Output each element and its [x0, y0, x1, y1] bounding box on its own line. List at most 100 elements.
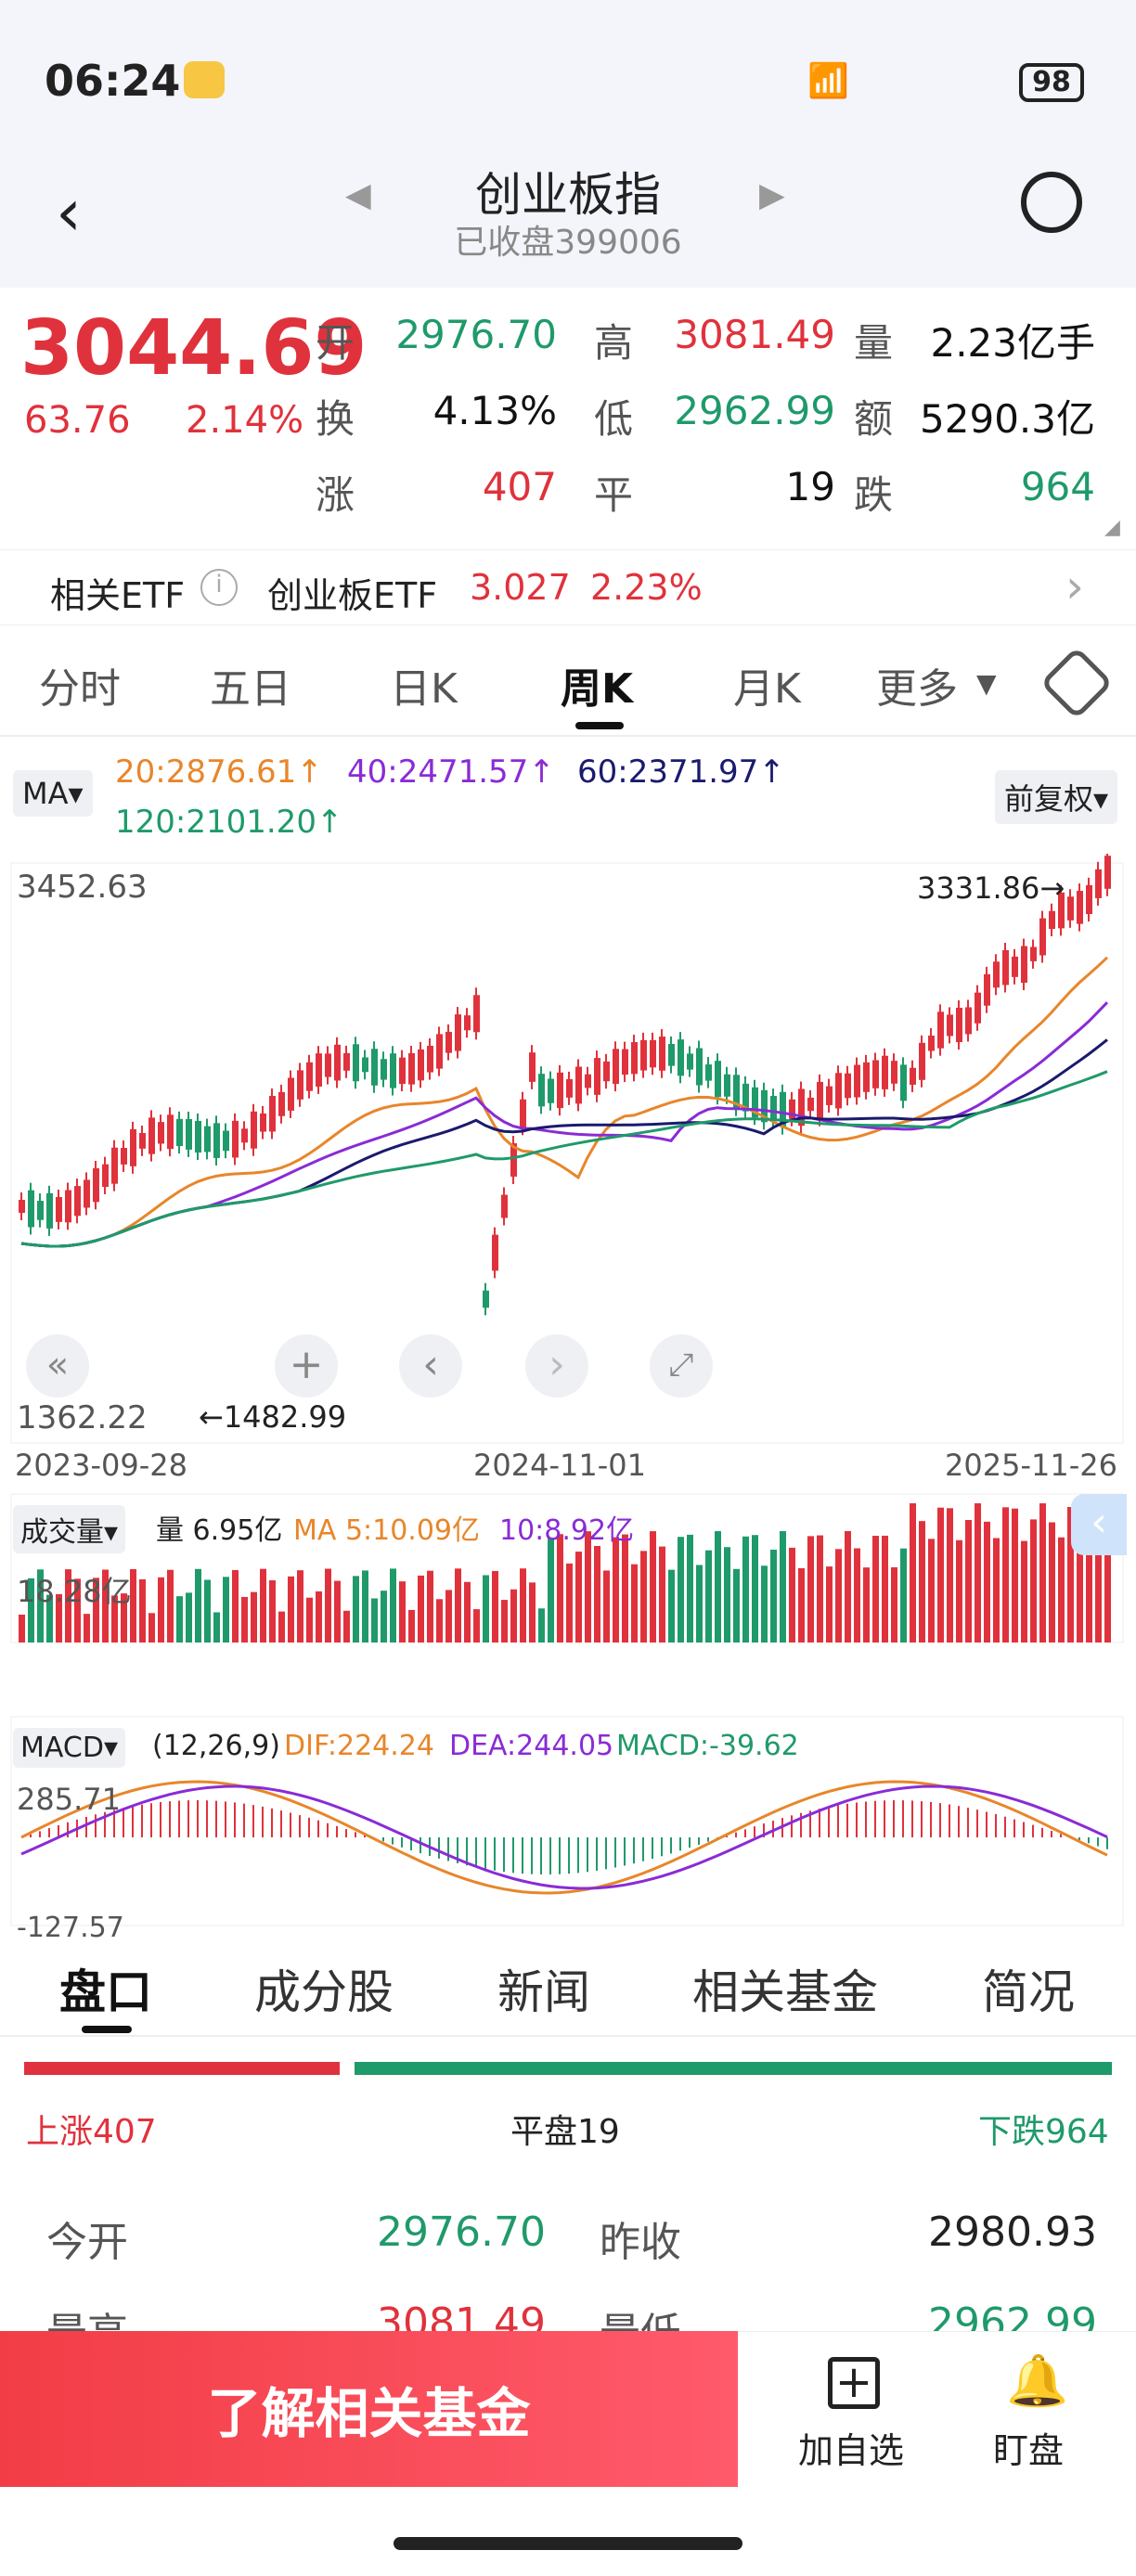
settings-icon[interactable]: [1039, 646, 1114, 720]
volume-bar: [705, 1550, 712, 1642]
macd-ymin: -127.57: [17, 1912, 124, 1944]
volume-bar: [863, 1567, 870, 1642]
kline-low-label: ←1482.99: [199, 1399, 347, 1435]
fullscreen-icon[interactable]: ⤢: [650, 1334, 713, 1397]
volume-bar: [445, 1590, 452, 1642]
back-icon[interactable]: ‹: [56, 174, 82, 251]
tab-monthly[interactable]: 月K: [733, 665, 801, 713]
date-mid: 2024-11-01: [473, 1448, 646, 1483]
candle: [761, 1089, 768, 1123]
candle: [659, 1037, 665, 1071]
volume-bar: [566, 1563, 573, 1642]
search-icon[interactable]: [1021, 172, 1082, 233]
volume-bar: [19, 1615, 25, 1642]
detail-tabs: 盘口 成分股 新闻 相关基金 简况: [0, 1935, 1136, 2037]
status-bar: 06:24 📶 98: [0, 0, 1136, 148]
volume-bar: [622, 1534, 628, 1642]
candle: [102, 1164, 109, 1187]
chart-area[interactable]: [0, 854, 1136, 1935]
volume-bar: [306, 1597, 313, 1642]
tab-news[interactable]: 新闻: [497, 1965, 590, 2019]
volume-bar: [845, 1531, 851, 1642]
etf-bar[interactable]: 相关ETF i 创业板ETF 3.027 2.23% ›: [0, 549, 1136, 625]
tab-intraday[interactable]: 分时: [39, 665, 121, 713]
page-subtitle: 已收盘399006: [454, 224, 682, 262]
candle: [139, 1133, 146, 1149]
breadth-down-label: 下跌964: [978, 2113, 1109, 2151]
volume-selector[interactable]: 成交量▾: [13, 1505, 126, 1553]
volume-bar: [464, 1581, 471, 1642]
add-watchlist-icon[interactable]: +: [828, 2357, 880, 2409]
price-change-pct: 2.14%: [186, 399, 304, 442]
ma20-value: 20:2876.61↑: [115, 753, 323, 791]
macd-dea-line: [20, 1784, 1108, 1890]
bell-icon[interactable]: 🔔: [1006, 2351, 1069, 2410]
volume-bar: [603, 1570, 610, 1642]
learn-funds-button[interactable]: 了解相关基金: [0, 2331, 738, 2487]
candle: [213, 1123, 220, 1158]
prev-icon[interactable]: ◀: [345, 176, 371, 214]
zoom-in-icon[interactable]: +: [275, 1334, 338, 1397]
expand-icon[interactable]: ◢: [1104, 516, 1120, 539]
volume-bar: [176, 1596, 183, 1642]
next-icon[interactable]: ▶: [759, 176, 785, 214]
candle: [74, 1186, 81, 1217]
candle: [473, 995, 480, 1033]
side-panel-toggle-icon[interactable]: ‹: [1071, 1494, 1127, 1555]
breadth-flat-label: 平盘19: [510, 2113, 620, 2151]
volume-bar: [158, 1577, 164, 1642]
tab-profile[interactable]: 简况: [982, 1965, 1075, 2019]
candle: [724, 1074, 730, 1097]
quote-value-1-2: 5290.3亿: [920, 396, 1095, 442]
tab-daily[interactable]: 日K: [390, 665, 458, 713]
candle: [1104, 856, 1111, 889]
info-icon[interactable]: i: [200, 569, 238, 606]
chevron-right-icon[interactable]: ›: [1065, 560, 1084, 613]
candle: [148, 1117, 155, 1154]
add-watchlist-label[interactable]: 加自选: [798, 2430, 905, 2471]
candle: [334, 1044, 341, 1081]
macd-params: (12,26,9): [152, 1730, 280, 1762]
volume-bar: [334, 1580, 341, 1642]
candle: [789, 1099, 795, 1119]
scroll-left-icon[interactable]: ‹: [399, 1334, 462, 1397]
breadth-up-label: 上涨407: [26, 2113, 157, 2151]
candle: [975, 992, 981, 1024]
quote-value-2-0: 407: [482, 464, 557, 509]
candle: [56, 1197, 62, 1222]
ma-selector[interactable]: MA▾: [13, 770, 93, 817]
volume-bar: [854, 1548, 860, 1642]
candle: [316, 1053, 322, 1087]
candle: [232, 1120, 239, 1158]
volume-bar: [501, 1600, 508, 1642]
volume-bar: [613, 1537, 619, 1642]
tab-constituents[interactable]: 成分股: [254, 1965, 394, 2019]
volume-bar: [715, 1531, 721, 1642]
volume-bar: [1095, 1518, 1102, 1642]
chevron-down-icon: ▼: [976, 668, 997, 699]
volume-bar: [659, 1546, 665, 1642]
date-end: 2025-11-26: [945, 1448, 1117, 1483]
tab-5day[interactable]: 五日: [210, 665, 291, 713]
scroll-right-icon[interactable]: ›: [525, 1334, 588, 1397]
volume-bar: [241, 1596, 248, 1642]
tab-related-funds[interactable]: 相关基金: [692, 1965, 878, 2019]
adjust-selector[interactable]: 前复权▾: [995, 770, 1118, 824]
volume-bar: [93, 1578, 99, 1642]
volume-bar: [390, 1568, 396, 1642]
volume-bar: [817, 1535, 823, 1642]
detail-open-label: 今开: [46, 2219, 128, 2266]
zoom-out-far-icon[interactable]: «: [26, 1334, 89, 1397]
macd-selector[interactable]: MACD▾: [13, 1728, 125, 1768]
quote-label-0-1: 高: [594, 320, 634, 366]
detail-prevclose-value: 2980.93: [928, 2209, 1097, 2256]
tab-more[interactable]: 更多: [876, 665, 958, 713]
volume-bar: [1077, 1509, 1083, 1642]
watch-label[interactable]: 盯盘: [993, 2430, 1065, 2471]
tab-weekly[interactable]: 周K: [561, 665, 634, 713]
quote-label-1-2: 额: [854, 396, 894, 442]
quote-label-1-0: 换: [316, 396, 355, 442]
volume-bar: [984, 1521, 990, 1642]
candle: [900, 1064, 907, 1101]
tab-orderbook[interactable]: 盘口: [59, 1965, 152, 2019]
